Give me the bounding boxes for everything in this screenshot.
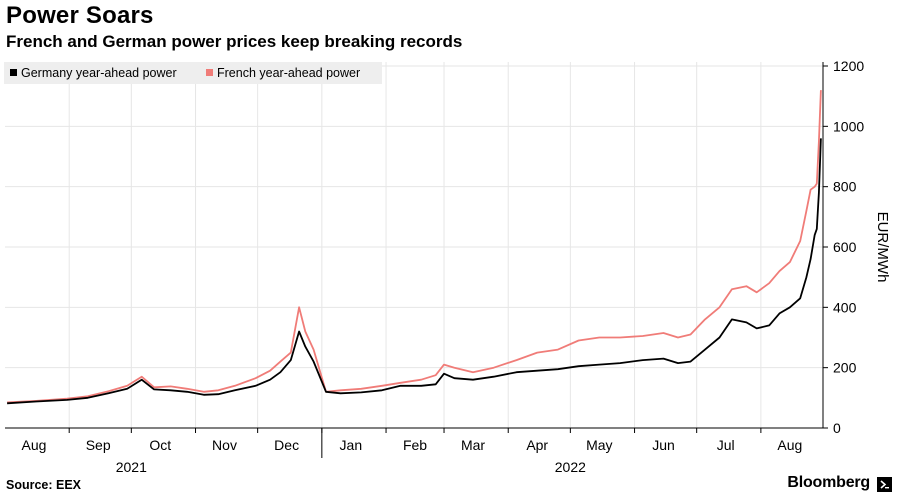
chart-subtitle: French and German power prices keep brea… xyxy=(6,32,463,51)
x-tick-label: Sep xyxy=(86,437,111,453)
x-tick-label: Jan xyxy=(340,437,363,453)
legend-swatch-france xyxy=(206,69,213,76)
bloomberg-logo: Bloomberg xyxy=(787,474,870,491)
series-line-france xyxy=(7,90,822,404)
legend-swatch-germany xyxy=(10,69,17,76)
x-year-label: 2021 xyxy=(116,459,147,475)
y-tick-label: 800 xyxy=(833,179,857,195)
series-lines xyxy=(7,90,822,405)
x-tick-label: Dec xyxy=(274,437,299,453)
terminal-icon xyxy=(877,477,892,492)
y-tick-label: 1200 xyxy=(833,58,864,74)
gridlines xyxy=(5,62,823,428)
legend: Germany year-ahead power French year-ahe… xyxy=(4,62,382,84)
y-tick-label: 600 xyxy=(833,239,857,255)
series-line-germany xyxy=(7,138,822,405)
y-tick-label: 400 xyxy=(833,299,857,315)
x-tick-label: Nov xyxy=(212,437,237,453)
legend-background xyxy=(4,62,382,84)
y-tick-label: 1000 xyxy=(833,118,864,134)
legend-label-france: French year-ahead power xyxy=(217,66,360,80)
y-tick-label: 200 xyxy=(833,360,857,376)
x-tick-label: Feb xyxy=(403,437,427,453)
x-tick-label: Aug xyxy=(22,437,47,453)
x-tick-label: Aug xyxy=(777,437,802,453)
x-tick-label: Jun xyxy=(652,437,675,453)
x-tick-label: May xyxy=(586,437,612,453)
x-tick-label: Apr xyxy=(526,437,548,453)
x-tick-label: Mar xyxy=(461,437,485,453)
x-tick-label: Jul xyxy=(717,437,735,453)
axes: 0 200 400 600 800 1000 1200 Aug Sep Oct Nov Dec Jan F… xyxy=(5,58,864,475)
x-tick-label: Oct xyxy=(149,437,171,453)
source-note: Source: EEX xyxy=(6,478,82,492)
y-tick-label: 0 xyxy=(833,420,841,436)
chart-title: Power Soars xyxy=(6,2,154,29)
x-year-label: 2022 xyxy=(555,459,586,475)
legend-label-germany: Germany year-ahead power xyxy=(21,66,177,80)
y-axis-label: EUR/MWh xyxy=(874,212,891,283)
